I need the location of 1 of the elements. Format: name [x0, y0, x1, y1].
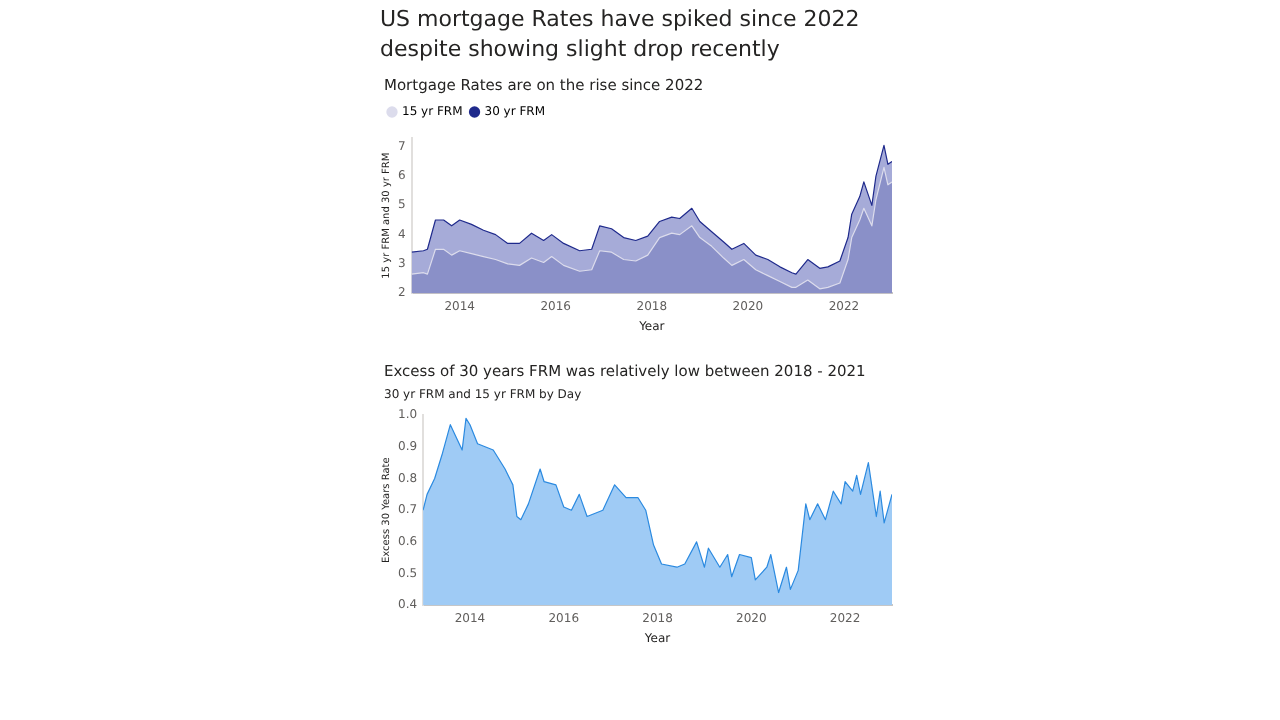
chart-title: US mortgage Rates have spiked since 2022 despite showing slight drop recently	[380, 4, 862, 64]
